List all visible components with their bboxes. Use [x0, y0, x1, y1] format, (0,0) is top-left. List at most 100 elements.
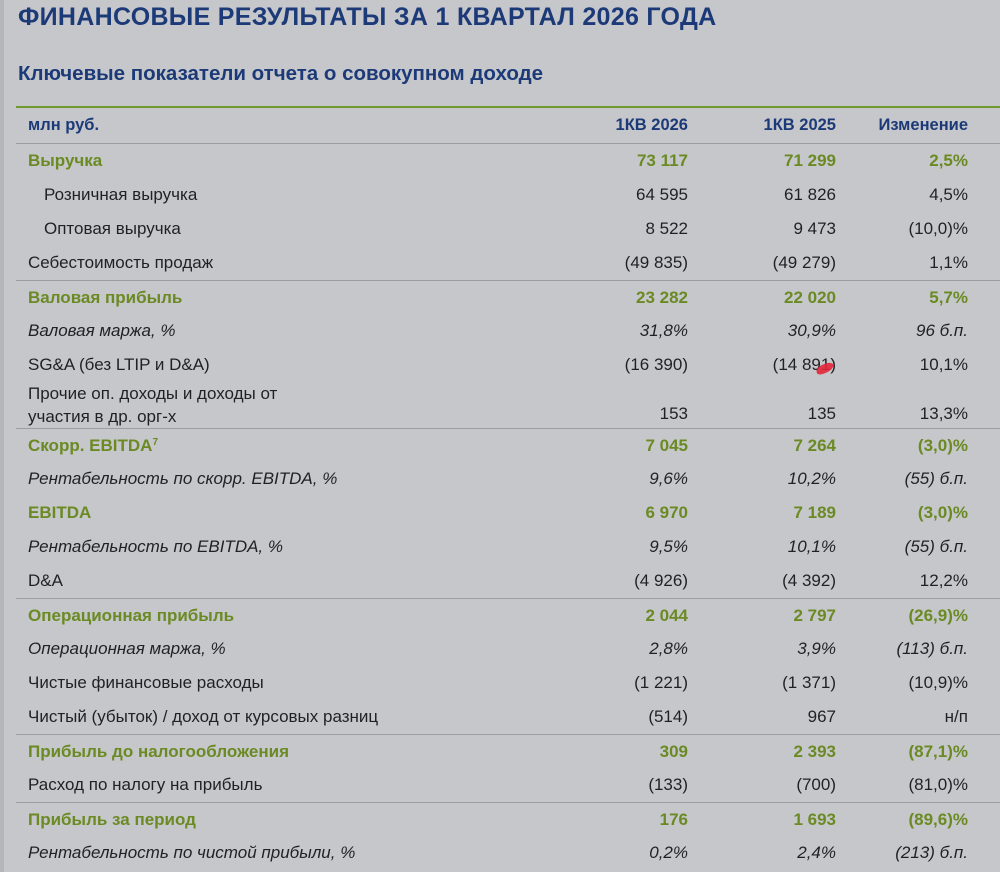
row-change: 1,1%: [929, 253, 968, 272]
row-value-2026: (1 221): [634, 673, 688, 692]
row-value-2025: 71 299: [784, 151, 836, 170]
table-row: Операционная прибыль 2 044 2 797 (26,9)%: [16, 598, 1000, 632]
row-label-cell: Скорр. EBITDA7: [16, 436, 556, 456]
header-col-change: Изменение: [878, 116, 968, 134]
table-row: Оптовая выручка 8 522 9 473 (10,0)%: [16, 212, 1000, 246]
row-change: (81,0)%: [908, 775, 968, 794]
table-row: Чистые финансовые расходы (1 221) (1 371…: [16, 666, 1000, 700]
header-col-2026: 1КВ 2026: [615, 116, 688, 134]
row-label: Операционная прибыль: [28, 605, 235, 625]
row-label: Прибыль за период: [28, 809, 196, 829]
row-label: Прочие оп. доходы и доходы от участия в …: [28, 384, 278, 426]
row-value-2026: 23 282: [636, 287, 688, 307]
row-value-2025: (4 392): [782, 571, 836, 590]
row-label: Валовая прибыль: [28, 287, 183, 307]
row-change: 2,5%: [929, 151, 968, 170]
row-change: (10,0)%: [908, 219, 968, 238]
table-row: Рентабельность по EBITDA, % 9,5% 10,1% (…: [16, 530, 1000, 564]
row-value-2025: 3,9%: [797, 639, 836, 658]
row-label: Себестоимость продаж: [28, 253, 214, 272]
row-change: н/п: [944, 707, 968, 726]
row-value-2025: 2,4%: [797, 843, 836, 862]
row-value-2025: 967: [807, 707, 836, 726]
row-value-2025: 2 393: [793, 741, 836, 761]
table-row: Скорр. EBITDA7 7 045 7 264 (3,0)%: [16, 428, 1000, 462]
row-label: Рентабельность по скорр. EBITDA, %: [28, 469, 338, 488]
row-value-2025: (14 891): [772, 355, 836, 374]
table-row: Прибыль до налогообложения 309 2 393 (87…: [16, 734, 1000, 768]
row-value-2026: 9,5%: [649, 537, 688, 556]
row-label: Оптовая выручка: [44, 219, 181, 238]
header-col-2025: 1КВ 2025: [763, 116, 836, 134]
row-value-2026: (133): [648, 775, 688, 794]
row-value-2025: 10,1%: [787, 537, 836, 556]
row-value-2025: 9 473: [793, 219, 836, 238]
row-value-2025: 7 264: [793, 435, 836, 455]
table-row: D&A (4 926) (4 392) 12,2%: [16, 564, 1000, 598]
header-unit: млн руб.: [28, 116, 100, 134]
row-change: (55) б.п.: [904, 537, 968, 556]
row-value-2025: (49 279): [772, 253, 836, 272]
row-change: 4,5%: [929, 185, 968, 204]
row-label: Розничная выручка: [44, 185, 198, 204]
row-value-2025: 2 797: [793, 605, 836, 625]
table-header-row: млн руб. 1КВ 2026 1КВ 2025 Изменение: [16, 106, 1000, 144]
row-value-2026: (514): [648, 707, 688, 726]
table-row: Себестоимость продаж (49 835) (49 279) 1…: [16, 246, 1000, 280]
row-label: Выручка: [28, 151, 103, 170]
row-change: (89,6)%: [908, 809, 968, 829]
row-change: 5,7%: [929, 287, 968, 307]
row-value-2026: 0,2%: [649, 843, 688, 862]
table-row: Рентабельность по скорр. EBITDA, % 9,6% …: [16, 462, 1000, 496]
row-value-2025: 61 826: [784, 185, 836, 204]
row-change: (113) б.п.: [896, 639, 968, 658]
table-row: Расход по налогу на прибыль (133) (700) …: [16, 768, 1000, 802]
row-value-2026: 31,8%: [639, 321, 688, 340]
row-label: Прибыль до налогообложения: [28, 741, 289, 761]
row-label: Чистые финансовые расходы: [28, 673, 264, 692]
table-row: Выручка 73 117 71 299 2,5%: [16, 144, 1000, 178]
row-value-2026: (49 835): [624, 253, 688, 272]
row-value-2026: 73 117: [636, 151, 688, 170]
table-row: Прочие оп. доходы и доходы от участия в …: [16, 382, 1000, 428]
table-row: Валовая прибыль 23 282 22 020 5,7%: [16, 280, 1000, 314]
row-change: (87,1)%: [908, 741, 968, 761]
row-label: SG&A (без LTIP и D&A): [28, 355, 210, 374]
row-value-2025: 22 020: [784, 287, 836, 307]
row-change: 13,3%: [919, 404, 968, 423]
row-value-2026: 9,6%: [649, 469, 688, 488]
row-value-2026: 153: [659, 404, 688, 423]
row-change: (26,9)%: [908, 605, 968, 625]
row-value-2026: (16 390): [624, 355, 688, 374]
row-change: 96 б.п.: [916, 321, 968, 340]
table-row: SG&A (без LTIP и D&A) (16 390) (14 891) …: [16, 348, 1000, 382]
row-value-2026: 176: [659, 809, 688, 829]
row-value-2025: 135: [807, 404, 836, 423]
income-statement-table: млн руб. 1КВ 2026 1КВ 2025 Изменение Выр…: [16, 106, 1000, 870]
row-value-2026: (4 926): [634, 571, 688, 590]
row-change: 12,2%: [919, 571, 968, 590]
row-change: 10,1%: [919, 355, 968, 374]
row-label: Чистый (убыток) / доход от курсовых разн…: [28, 707, 379, 726]
row-label: Скорр. EBITDA: [28, 435, 153, 455]
table-row: EBITDA 6 970 7 189 (3,0)%: [16, 496, 1000, 530]
row-change: (3,0)%: [917, 435, 968, 455]
row-label: Расход по налогу на прибыль: [28, 775, 263, 794]
footnote-marker: 7: [152, 436, 158, 448]
row-label: D&A: [28, 571, 63, 590]
row-label-cell: Прочие оп. доходы и доходы от участия в …: [16, 382, 556, 428]
table-row: Прибыль за период 176 1 693 (89,6)%: [16, 802, 1000, 836]
page-edge: [0, 0, 4, 872]
table-row: Рентабельность по чистой прибыли, % 0,2%…: [16, 836, 1000, 870]
row-label: Рентабельность по EBITDA, %: [28, 537, 283, 556]
row-value-2026: 2,8%: [649, 639, 688, 658]
row-change: (213) б.п.: [895, 843, 968, 862]
table-row: Розничная выручка 64 595 61 826 4,5%: [16, 178, 1000, 212]
row-label: Рентабельность по чистой прибыли, %: [28, 843, 356, 862]
row-label: EBITDA: [28, 503, 92, 522]
row-value-2026: 8 522: [645, 219, 688, 238]
row-value-2025: 7 189: [793, 503, 836, 522]
table-row: Валовая маржа, % 31,8% 30,9% 96 б.п.: [16, 314, 1000, 348]
row-value-2026: 64 595: [636, 185, 688, 204]
row-value-2025: 10,2%: [787, 469, 836, 488]
